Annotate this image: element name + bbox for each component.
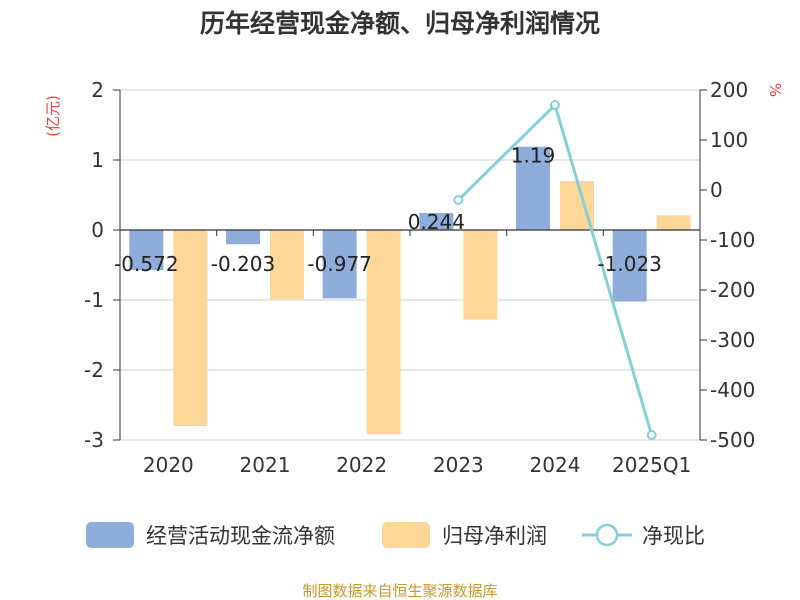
cashflow-data-label: -1.023 [597, 252, 661, 276]
legend-swatch-netprofit [382, 522, 430, 548]
chart-title: 历年经营现金净额、归母净利润情况 [200, 9, 600, 38]
netprofit-bar [270, 230, 304, 300]
source-note: 制图数据来自恒生聚源数据库 [302, 582, 497, 600]
cashflow-bar [322, 230, 357, 299]
cashflow-bar [129, 230, 164, 271]
right-tick-label: -500 [710, 428, 755, 452]
left-axis-unit: (亿元) [44, 95, 62, 137]
right-tick-label: -300 [710, 328, 755, 352]
legend-swatch-cashflow [86, 522, 134, 548]
left-tick-label: 2 [91, 78, 104, 102]
legend-label-cashflow: 经营活动现金流净额 [146, 524, 335, 548]
netprofit-bar [173, 230, 208, 426]
ratio-point [646, 430, 657, 440]
ratio-point [550, 100, 560, 110]
left-tick-label: -2 [84, 358, 104, 382]
category-label: 2021 [240, 453, 291, 477]
category-label: 2025Q1 [612, 453, 691, 477]
netprofit-bar [656, 215, 691, 230]
category-label: 2020 [143, 453, 194, 477]
ratio-line [453, 100, 657, 440]
left-tick-label: -3 [84, 428, 104, 452]
cashflow-bar [516, 146, 550, 230]
cashflow-data-label: 1.19 [511, 144, 556, 168]
data-labels: -0.572 -0.203 -0.977 0.244 1.19 -1.023 [114, 144, 662, 276]
left-tick-label: -1 [84, 288, 104, 312]
left-tick-label: 1 [91, 148, 104, 172]
category-label: 2022 [336, 453, 387, 477]
legend-label-netprofit: 归母净利润 [442, 524, 547, 548]
netprofit-bar [463, 230, 498, 320]
legend-label-ratio: 净现比 [642, 524, 705, 548]
cashflow-data-label: -0.977 [307, 252, 371, 276]
cashflow-bar [612, 230, 647, 302]
right-tick-label: 0 [710, 178, 723, 202]
ratio-point [453, 195, 464, 205]
cashflow-bar [226, 230, 260, 245]
netprofit-bar [366, 230, 401, 435]
category-label: 2024 [530, 453, 581, 477]
right-tick-label: -200 [710, 278, 755, 302]
bars [129, 146, 691, 435]
cashflow-bar [419, 212, 454, 230]
category-label: 2023 [433, 453, 484, 477]
axes: 2 1 0 -1 -2 -3 200 100 0 -100 -200 -300 -400 -500 2020… [84, 78, 755, 477]
legend-swatch-ratio-marker [595, 523, 619, 547]
cashflow-data-label: 0.244 [408, 210, 465, 234]
right-tick-label: 200 [710, 78, 748, 102]
right-tick-label: -100 [710, 228, 755, 252]
right-tick-label: -400 [710, 378, 755, 402]
right-axis-unit: % [766, 83, 784, 97]
left-tick-label: 0 [91, 218, 104, 242]
cashflow-data-label: -0.203 [211, 252, 275, 276]
right-tick-label: 100 [710, 128, 748, 152]
legend: 经营活动现金流净额 归母净利润 净现比 [86, 522, 705, 548]
cashflow-data-label: -0.572 [114, 252, 178, 276]
